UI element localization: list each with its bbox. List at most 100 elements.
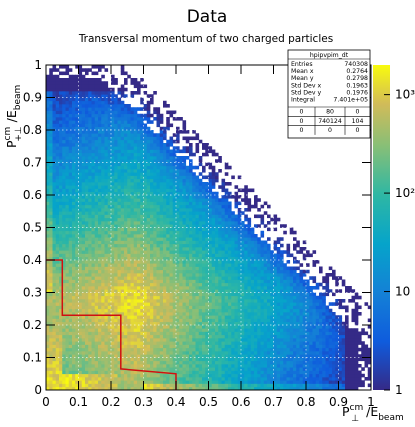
- heatmap-cell: [130, 289, 135, 293]
- heatmap-cell: [101, 237, 105, 241]
- heatmap-cell: [146, 351, 151, 355]
- heatmap-cell: [85, 107, 89, 111]
- heatmap-cell: [62, 250, 66, 254]
- heatmap-cell: [130, 234, 135, 238]
- heatmap-cell: [143, 315, 148, 319]
- heatmap-cell: [218, 386, 222, 391]
- heatmap-cell: [88, 263, 92, 267]
- heatmap-cell: [81, 159, 86, 163]
- heatmap-cell: [127, 370, 131, 375]
- heatmap-cell: [143, 260, 148, 264]
- heatmap-cell: [78, 182, 83, 186]
- heatmap-cell: [120, 208, 125, 212]
- heatmap-cell: [78, 286, 83, 290]
- heatmap-cell: [81, 178, 86, 183]
- heatmap-cell: [98, 78, 102, 82]
- heatmap-cell: [72, 357, 76, 362]
- heatmap-cell: [231, 243, 235, 248]
- heatmap-cell: [88, 331, 92, 336]
- heatmap-cell: [143, 273, 148, 277]
- heatmap-cell: [182, 305, 187, 310]
- heatmap-cell: [81, 156, 86, 160]
- heatmap-cell: [146, 341, 151, 345]
- heatmap-cell: [78, 191, 83, 196]
- heatmap-cell: [143, 341, 148, 345]
- heatmap-cell: [169, 250, 174, 254]
- heatmap-cell: [49, 247, 53, 251]
- heatmap-cell: [218, 308, 222, 313]
- heatmap-cell: [127, 295, 131, 300]
- heatmap-cell: [72, 120, 76, 124]
- heatmap-cell: [65, 321, 70, 326]
- heatmap-cell: [140, 152, 144, 157]
- heatmap-cell: [221, 230, 226, 235]
- heatmap-cell: [130, 357, 135, 362]
- heatmap-cell: [88, 230, 92, 235]
- heatmap-cell: [140, 191, 144, 196]
- heatmap-cell: [179, 364, 183, 368]
- heatmap-cell: [107, 328, 112, 332]
- heatmap-cell: [101, 292, 105, 297]
- heatmap-cell: [78, 195, 83, 199]
- heatmap-cell: [182, 188, 187, 193]
- heatmap-cell: [146, 175, 151, 180]
- heatmap-cell: [117, 256, 122, 261]
- heatmap-cell: [49, 234, 53, 238]
- heatmap-cell: [176, 247, 180, 251]
- heatmap-cell: [221, 279, 226, 284]
- heatmap-cell: [107, 165, 112, 170]
- heatmap-cell: [88, 328, 92, 332]
- heatmap-cell: [85, 302, 89, 306]
- heatmap-cell: [65, 380, 70, 384]
- heatmap-cell: [143, 367, 148, 371]
- heatmap-cell: [72, 208, 76, 212]
- heatmap-cell: [185, 165, 190, 170]
- heatmap-cell: [159, 273, 164, 277]
- heatmap-cell: [78, 256, 83, 261]
- heatmap-cell: [127, 188, 131, 193]
- heatmap-cell: [192, 227, 196, 232]
- heatmap-cell: [208, 377, 213, 381]
- heatmap-cell: [91, 204, 96, 209]
- heatmap-cell: [52, 380, 57, 384]
- heatmap-cell: [88, 370, 92, 375]
- heatmap-cell: [111, 247, 115, 251]
- heatmap-cell: [124, 305, 128, 310]
- heatmap-cell: [156, 117, 161, 121]
- heatmap-cell: [234, 341, 239, 345]
- heatmap-cell: [133, 178, 138, 183]
- heatmap-cell: [81, 315, 86, 319]
- heatmap-cell: [107, 260, 112, 264]
- heatmap-cell: [85, 211, 89, 215]
- heatmap-cell: [192, 234, 196, 238]
- heatmap-cell: [46, 351, 50, 355]
- heatmap-cell: [176, 380, 180, 384]
- heatmap-cell: [140, 351, 144, 355]
- heatmap-cell: [221, 256, 226, 261]
- heatmap-cell: [166, 126, 170, 131]
- heatmap-cell: [130, 159, 135, 163]
- heatmap-cell: [52, 130, 57, 134]
- heatmap-cell: [156, 143, 161, 147]
- heatmap-cell: [133, 211, 138, 215]
- heatmap-cell: [182, 195, 187, 199]
- heatmap-cell: [133, 383, 138, 388]
- heatmap-cell: [78, 279, 83, 284]
- heatmap-cell: [59, 286, 63, 290]
- heatmap-cell: [146, 152, 151, 157]
- heatmap-cell: [192, 188, 196, 193]
- heatmap-cell: [52, 312, 57, 316]
- heatmap-cell: [143, 351, 148, 355]
- heatmap-cell: [169, 211, 174, 215]
- heatmap-cell: [98, 123, 102, 128]
- heatmap-cell: [133, 295, 138, 300]
- heatmap-cell: [124, 126, 128, 131]
- heatmap-cell: [68, 113, 73, 118]
- heatmap-cell: [98, 347, 102, 352]
- heatmap-cell: [107, 302, 112, 306]
- heatmap-cell: [211, 351, 216, 355]
- heatmap-cell: [114, 152, 118, 157]
- heatmap-cell: [124, 295, 128, 300]
- heatmap-cell: [46, 159, 50, 163]
- heatmap-cell: [78, 130, 83, 134]
